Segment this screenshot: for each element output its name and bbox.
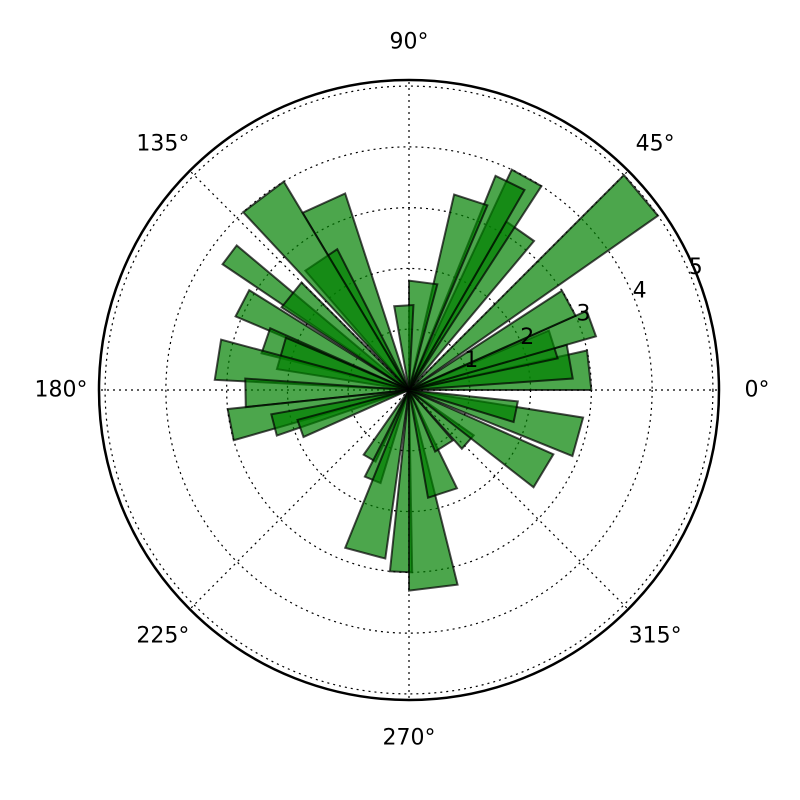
- angle-tick-label-315: 315°: [629, 624, 682, 649]
- radial-tick-label-1: 1: [464, 348, 478, 373]
- angle-tick-label-90: 90°: [390, 30, 429, 55]
- angle-tick-label-270: 270°: [383, 726, 436, 751]
- radial-tick-label-4: 4: [633, 279, 647, 304]
- outer-frame-circle: [97, 78, 721, 702]
- angle-tick-label-0: 0°: [745, 378, 770, 403]
- wedge-33: [408, 389, 555, 489]
- wedge-35: [408, 389, 520, 424]
- wedge-24: [296, 389, 410, 439]
- angle-tick-label-180: 180°: [35, 378, 88, 403]
- wedge-4: [408, 289, 577, 391]
- angle-tick-label-225: 225°: [136, 624, 189, 649]
- wedge-series: [213, 168, 660, 592]
- angle-tick-label-135: 135°: [136, 131, 189, 156]
- angle-tick-label-45: 45°: [636, 131, 675, 156]
- wedge-5: [408, 173, 660, 391]
- wedge-14: [241, 180, 410, 391]
- angle-gridline-315: [408, 389, 629, 610]
- angle-gridline-135: [189, 170, 410, 391]
- radial-gridline-5: [104, 85, 714, 695]
- wedge-11: [393, 303, 415, 391]
- radial-gridline-4: [165, 146, 653, 634]
- radial-tick-label-3: 3: [577, 302, 591, 327]
- radial-tick-label-2: 2: [520, 325, 534, 350]
- radial-tick-label-5: 5: [689, 255, 703, 280]
- axis-labels: 0° 45° 90° 135° 180° 225° 270° 315° 1 2 3 4 5: [35, 30, 770, 751]
- wedge-16: [280, 281, 410, 391]
- wedge-27: [343, 389, 410, 560]
- angle-gridline-225: [189, 389, 410, 610]
